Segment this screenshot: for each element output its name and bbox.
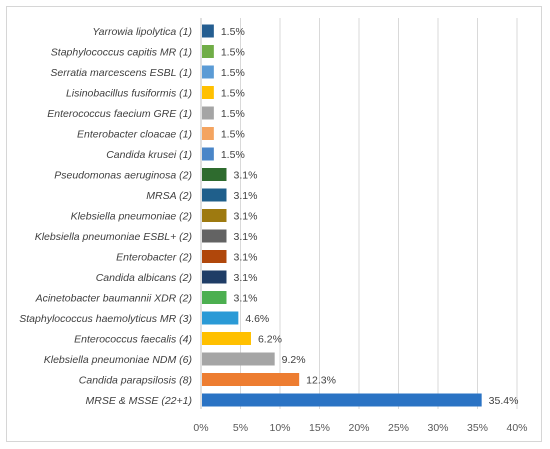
data-label: 1.5% (221, 88, 245, 100)
x-tick-label: 15% (309, 422, 330, 434)
category-label: Candida parapsilosis (8) (79, 375, 192, 387)
data-label: 1.5% (221, 129, 245, 141)
data-label: 4.6% (245, 313, 269, 325)
category-label: Yarrowia lipolytica (1) (92, 26, 192, 38)
data-label: 35.4% (489, 395, 519, 407)
category-label: Enterobacter (2) (116, 252, 192, 264)
x-tick-label: 0% (193, 422, 208, 434)
category-label: Candida krusei (1) (106, 149, 192, 161)
x-tick-label: 30% (427, 422, 448, 434)
data-label: 3.1% (233, 293, 257, 305)
category-label: Candida albicans (2) (96, 272, 192, 284)
bar (202, 311, 239, 325)
data-label: 1.5% (221, 67, 245, 79)
bar (202, 250, 227, 263)
bar (202, 291, 227, 304)
data-label: 6.2% (258, 334, 282, 346)
category-label: Pseudomonas aeruginosa (2) (54, 170, 192, 182)
x-tick-label: 35% (467, 422, 488, 434)
bar (202, 209, 227, 222)
category-label: Klebsiella pneumoniae (2) (71, 211, 192, 223)
bar (202, 393, 482, 407)
bar (202, 24, 214, 38)
data-label: 3.1% (233, 252, 257, 264)
bar (202, 147, 214, 161)
bar (202, 86, 214, 99)
bar (202, 106, 214, 120)
category-label: Staphylococcus haemolyticus MR (3) (19, 313, 192, 325)
category-label: Enterococcus faecium GRE (1) (47, 108, 192, 120)
bar (202, 45, 214, 58)
category-label: Lisinobacillus fusiformis (1) (66, 88, 192, 100)
data-label: 12.3% (306, 375, 336, 387)
data-label: 3.1% (233, 170, 257, 182)
x-tick-label: 40% (506, 422, 527, 434)
data-label: 1.5% (221, 149, 245, 161)
bar (202, 127, 214, 140)
category-label: Klebsiella pneumoniae NDM (6) (44, 354, 192, 366)
category-label: Serratia marcescens ESBL (1) (50, 67, 192, 79)
data-label: 3.1% (233, 190, 257, 202)
category-label: Enterobacter cloacae (1) (77, 129, 192, 141)
data-label: 1.5% (221, 47, 245, 59)
category-label: Acinetobacter baumannii XDR (2) (35, 293, 192, 305)
category-label: Staphylococcus capitis MR (1) (51, 47, 192, 59)
data-label: 9.2% (282, 354, 306, 366)
x-tick-label: 10% (269, 422, 290, 434)
bar (202, 332, 251, 345)
category-label: Klebsiella pneumoniae ESBL+ (2) (35, 231, 192, 243)
data-label: 1.5% (221, 26, 245, 38)
bar (202, 270, 227, 284)
data-label: 1.5% (221, 108, 245, 120)
bar (202, 352, 275, 366)
data-label: 3.1% (233, 211, 257, 223)
category-label: MRSE & MSSE (22+1) (86, 395, 193, 407)
category-label: MRSA (2) (146, 190, 192, 202)
data-label: 3.1% (233, 272, 257, 284)
bar (202, 188, 227, 202)
bar (202, 229, 227, 243)
bar (202, 168, 227, 181)
x-tick-label: 20% (348, 422, 369, 434)
chart-frame (6, 6, 542, 442)
category-label: Enterococcus faecalis (4) (74, 334, 192, 346)
x-tick-label: 25% (388, 422, 409, 434)
bar (202, 65, 214, 79)
x-tick-label: 5% (233, 422, 248, 434)
data-label: 3.1% (233, 231, 257, 243)
bar (202, 373, 300, 386)
